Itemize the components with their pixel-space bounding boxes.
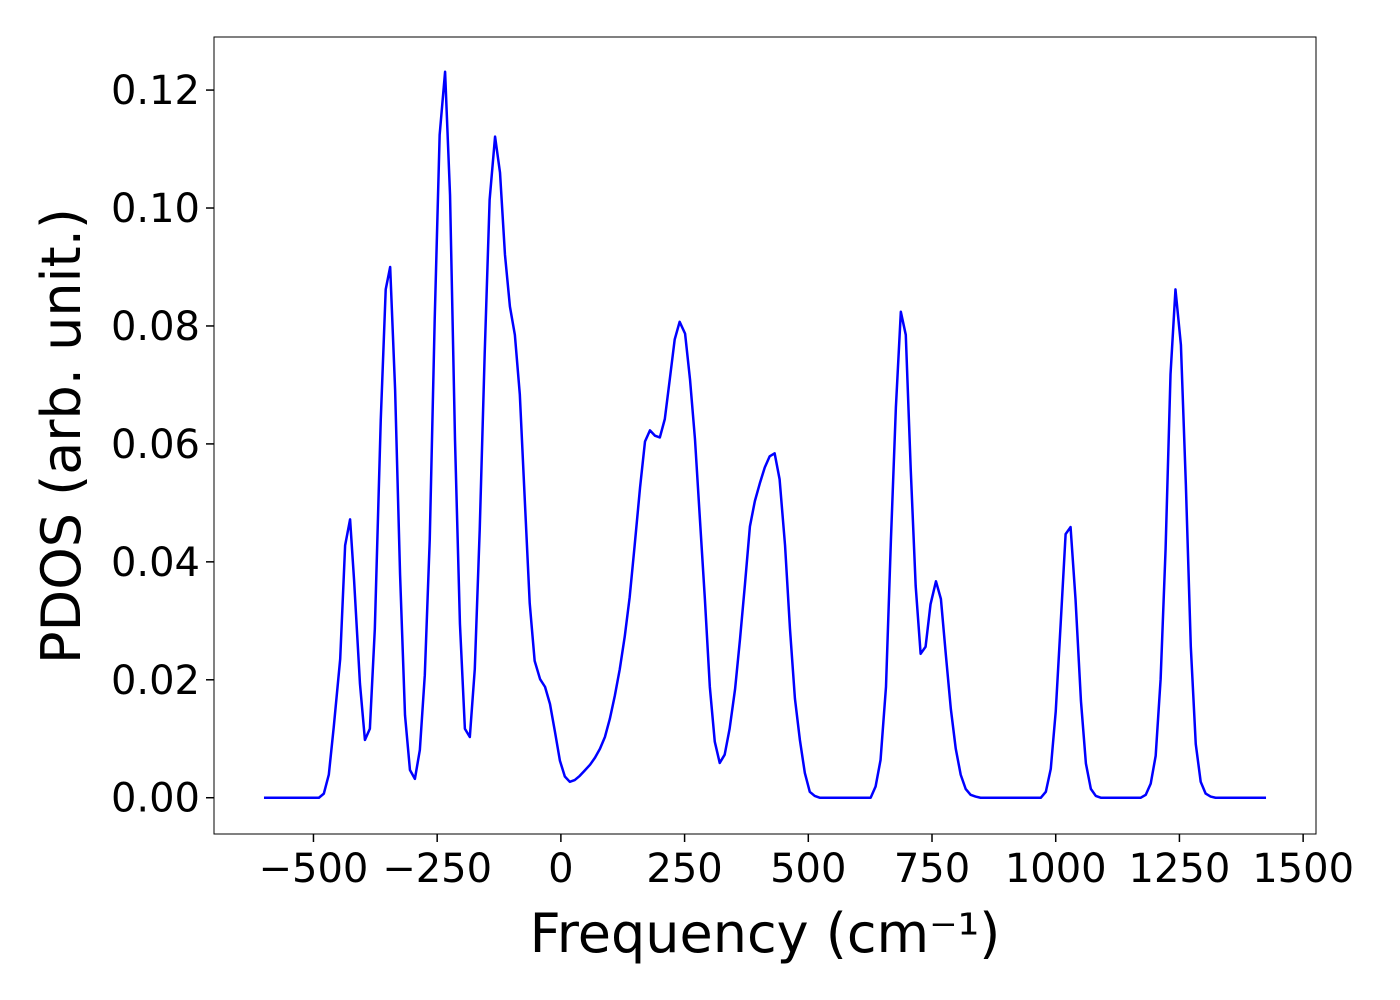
y-tick-label: 0.00 bbox=[111, 776, 200, 822]
x-tick-label: 0 bbox=[548, 846, 573, 892]
y-tick-label: 0.12 bbox=[111, 68, 200, 114]
line bbox=[263, 70, 1267, 799]
y-axis-label: PDOS (arb. unit.) bbox=[30, 208, 93, 664]
y-tick-label: 0.08 bbox=[111, 304, 200, 350]
x-tick-label: 1000 bbox=[1005, 846, 1107, 892]
y-tick-label: 0.04 bbox=[111, 540, 200, 586]
x-tick-label: −250 bbox=[382, 846, 492, 892]
plot-frame bbox=[213, 36, 1317, 835]
x-tick-label: −500 bbox=[259, 846, 369, 892]
x-axis-label: Frequency (cm⁻¹) bbox=[530, 902, 1001, 965]
x-tick-label: 250 bbox=[646, 846, 722, 892]
x-tick-label: 1250 bbox=[1129, 846, 1231, 892]
y-tick-label: 0.06 bbox=[111, 422, 200, 468]
x-tick-label: 500 bbox=[770, 846, 846, 892]
y-tick-label: 0.10 bbox=[111, 186, 200, 232]
y-tick-label: 0.02 bbox=[111, 658, 200, 704]
x-tick-label: 1500 bbox=[1252, 846, 1354, 892]
x-tick-label: 750 bbox=[894, 846, 970, 892]
